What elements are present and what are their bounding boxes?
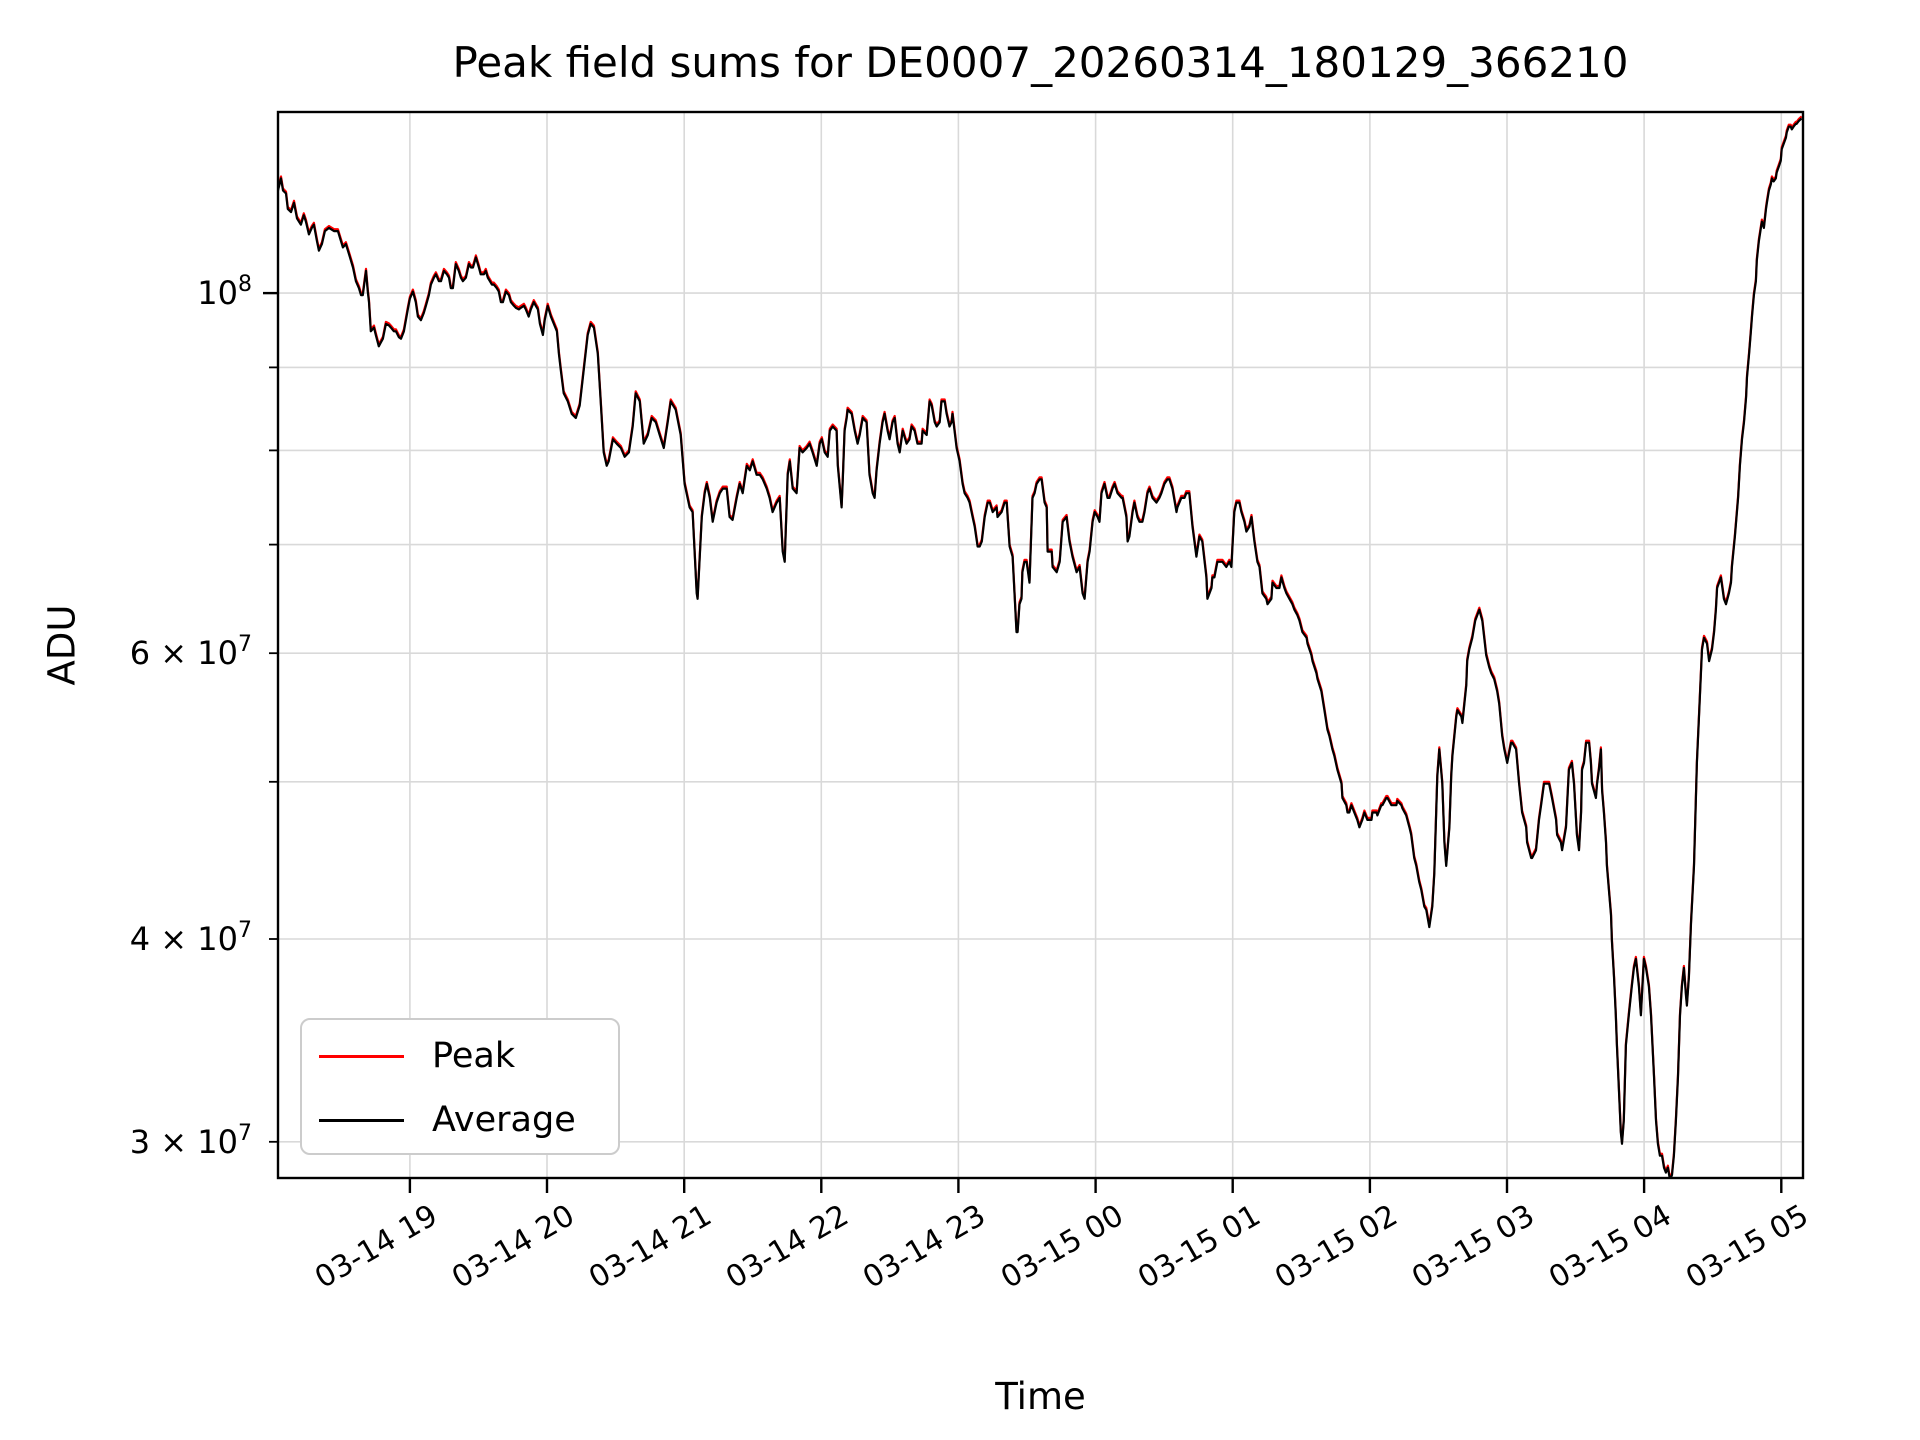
legend: Peak Average — [300, 1018, 620, 1155]
chart-title: Peak field sums for DE0007_20260314_1801… — [452, 38, 1629, 87]
average-line — [278, 117, 1803, 1178]
average-line-swatch — [319, 1119, 404, 1122]
y-tick-label: 4 × 107 — [129, 918, 252, 958]
peak-line-swatch — [319, 1055, 404, 1058]
plot-border — [276, 110, 1805, 1180]
legend-label-peak: Peak — [432, 1036, 516, 1076]
x-axis-label: Time — [995, 1375, 1086, 1418]
y-tick-label: 6 × 107 — [129, 632, 252, 673]
y-tick-label: 108 — [197, 272, 252, 313]
legend-label-average: Average — [432, 1100, 576, 1140]
y-tick-label: 3 × 107 — [129, 1120, 252, 1161]
